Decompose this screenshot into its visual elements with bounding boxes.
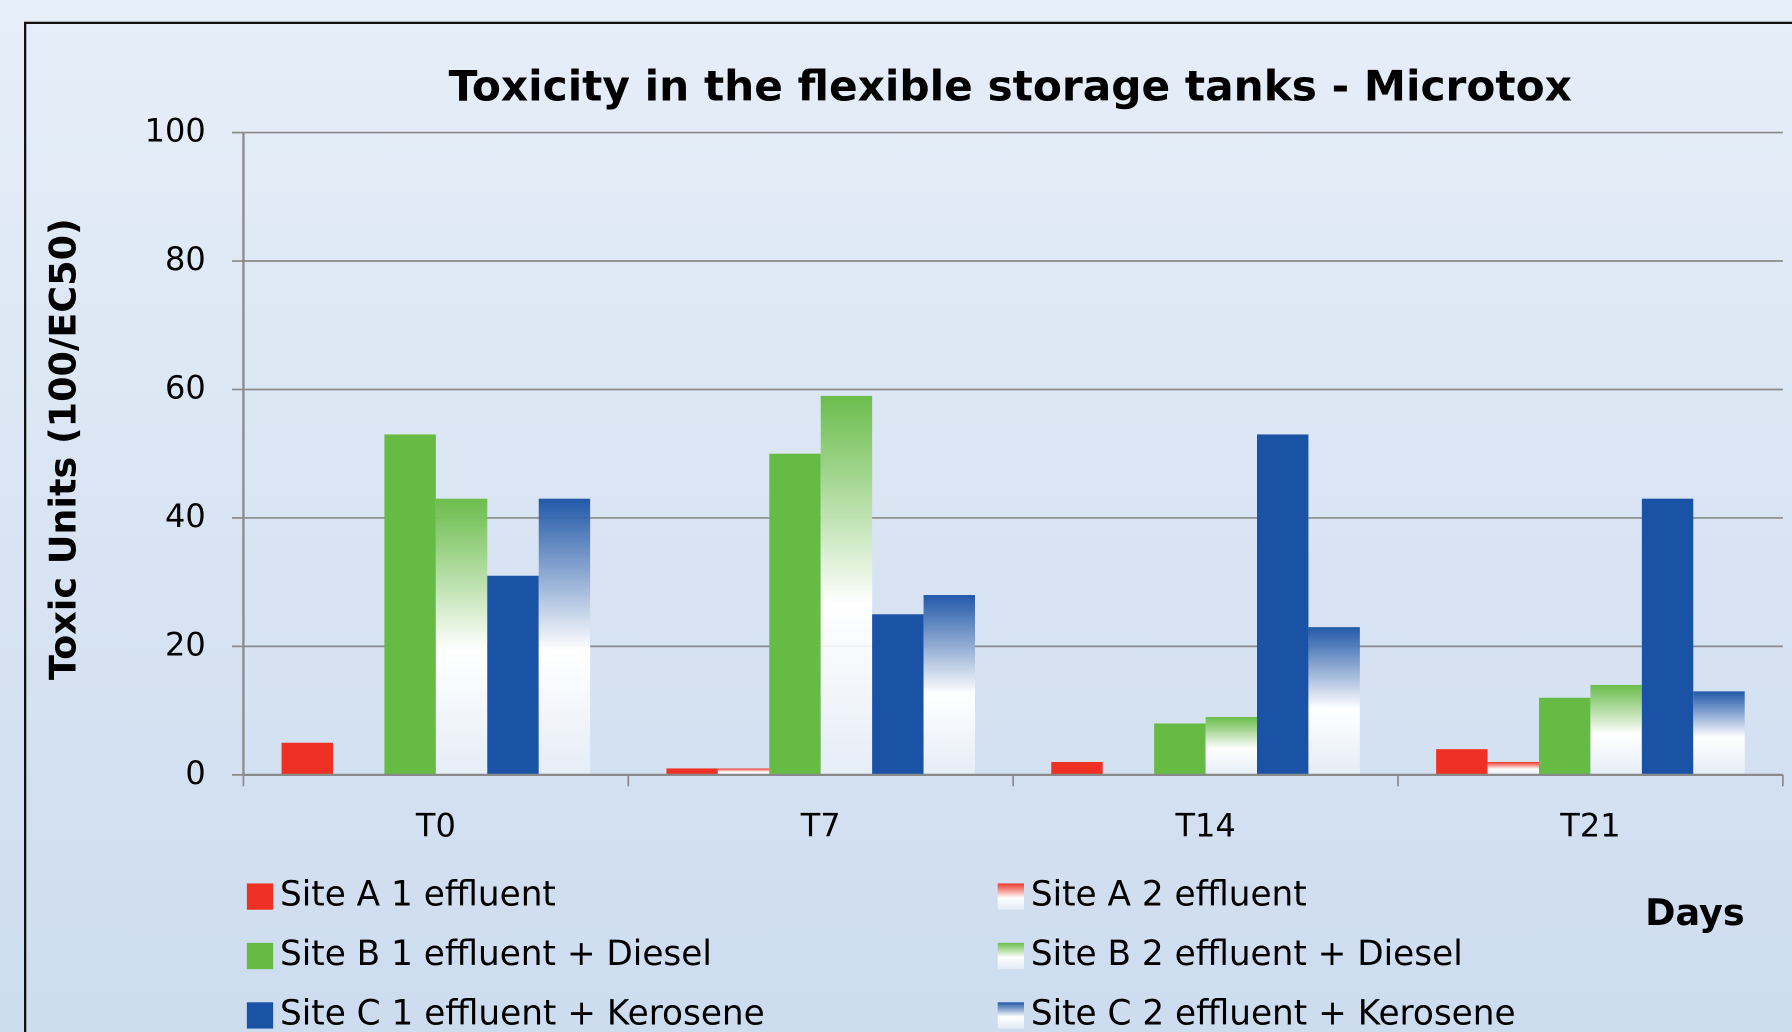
legend-swatch <box>997 883 1024 910</box>
bar <box>820 395 873 775</box>
legend-swatch <box>246 883 274 910</box>
bar <box>923 595 975 775</box>
legend-label: Site A 1 effluent <box>280 875 556 915</box>
bar <box>1693 691 1745 775</box>
legend-swatch <box>246 942 274 970</box>
y-tick-label: 20 <box>165 625 206 663</box>
y-tick-label: 80 <box>165 240 206 278</box>
x-axis-label: Days <box>1645 891 1745 934</box>
bar <box>769 453 821 775</box>
bar <box>1436 749 1488 775</box>
legend-swatch <box>246 1002 274 1029</box>
x-tick-label: T14 <box>1174 806 1235 844</box>
bar <box>1590 684 1642 775</box>
x-tick-label: T21 <box>1559 806 1620 844</box>
bar <box>666 768 718 775</box>
y-tick-label: 40 <box>165 497 206 535</box>
bar <box>384 434 436 775</box>
bar <box>717 768 770 775</box>
bar <box>1641 498 1694 775</box>
legend-label: Site A 2 effluent <box>1031 875 1307 915</box>
y-tick-label: 0 <box>185 754 205 792</box>
legend-label: Site B 2 effluent + Diesel <box>1031 934 1463 974</box>
bar <box>1154 723 1206 775</box>
legend-swatch <box>997 1002 1024 1029</box>
bar <box>1487 762 1539 775</box>
bar <box>487 575 539 775</box>
bar <box>1308 627 1360 775</box>
x-tick-label: T7 <box>800 806 841 844</box>
y-axis-label: Toxic Units (100/EC50) <box>42 218 85 680</box>
legend-label: Site B 1 effluent + Diesel <box>280 934 712 974</box>
bar <box>281 742 333 775</box>
chart-title: Toxicity in the flexible storage tanks -… <box>449 62 1572 111</box>
bar <box>1539 697 1591 775</box>
y-tick-label: 100 <box>145 112 206 150</box>
bar <box>435 498 488 775</box>
bar <box>538 498 591 775</box>
y-tick-label: 60 <box>165 368 206 406</box>
legend-label: Site C 1 effluent + Kerosene <box>280 993 765 1032</box>
bar <box>1051 762 1103 775</box>
bar <box>872 614 924 775</box>
legend-swatch <box>997 942 1024 970</box>
legend-label: Site C 2 effluent + Kerosene <box>1031 993 1516 1032</box>
bar <box>1257 434 1309 775</box>
x-tick-label: T0 <box>415 806 456 844</box>
bar <box>1205 717 1257 775</box>
frame <box>24 21 1792 1032</box>
